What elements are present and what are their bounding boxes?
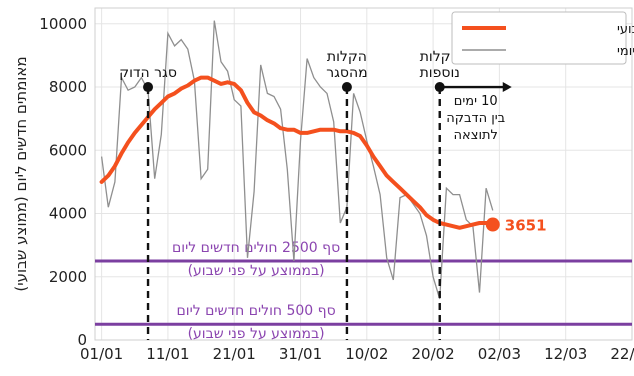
threshold-lines: סף 2500 חולים חדשים ליום (בממוצע על פני ש… bbox=[95, 240, 632, 342]
plot-frame bbox=[94, 7, 633, 341]
event-dot bbox=[341, 82, 352, 93]
event-arrow-note: לתוצאה bbox=[454, 128, 498, 143]
y-axis-label: מאומתים חדשים ליום (ממוצע שבועי) bbox=[12, 56, 30, 291]
legend: ממוצע שבועי ערך יומי bbox=[451, 11, 634, 65]
event-label: הקלות bbox=[420, 49, 460, 65]
weekly-series-line bbox=[99, 75, 495, 230]
event-arrow-note: בין הדבקה bbox=[446, 111, 505, 126]
legend-label-weekly: ממוצע שבועי bbox=[617, 22, 634, 37]
end-point-marker bbox=[485, 217, 500, 232]
y-tick-label: 4000 bbox=[49, 205, 87, 223]
x-tick-label: 21/01 bbox=[213, 345, 256, 363]
event-label: נוספות bbox=[420, 65, 460, 81]
event-label: הקלות bbox=[327, 49, 367, 65]
threshold-label: סף 500 חולים חדשים ליום bbox=[176, 303, 335, 319]
y-tick-label: 6000 bbox=[49, 141, 87, 159]
y-tick-label: 8000 bbox=[49, 78, 87, 96]
legend-label-daily: ערך יומי bbox=[617, 44, 634, 59]
threshold-label: סף 2500 חולים חדשים ליום bbox=[172, 240, 340, 256]
daily-series-line bbox=[100, 20, 494, 300]
x-tick-label: 02/03 bbox=[478, 345, 521, 363]
threshold-label: (בממוצע על פני שבוע) bbox=[188, 326, 325, 342]
event-arrow-note: 10 ימים bbox=[454, 94, 498, 109]
threshold-label: (בממוצע על פני שבוע) bbox=[188, 263, 325, 279]
grid bbox=[95, 8, 633, 341]
legend-box bbox=[451, 11, 627, 65]
x-tick-label: 31/01 bbox=[279, 345, 322, 363]
event-label: סגר הדוק bbox=[119, 65, 177, 81]
event-label: מהסגר bbox=[326, 65, 367, 81]
axis-ticks: 0 2000 4000 6000 8000 10000 01/01 11/01 21/01 31/… bbox=[39, 15, 634, 363]
event-dot bbox=[143, 82, 154, 93]
x-tick-label: 20/02 bbox=[411, 345, 454, 363]
end-value-label: 3651 bbox=[505, 217, 547, 235]
x-tick-label: 22/03 bbox=[610, 345, 634, 363]
x-tick-label: 11/01 bbox=[146, 345, 189, 363]
series-layer: 3651 bbox=[99, 20, 547, 300]
y-tick-label: 10000 bbox=[39, 15, 87, 33]
x-tick-label: 12/03 bbox=[544, 345, 587, 363]
x-tick-label: 01/01 bbox=[80, 345, 123, 363]
x-tick-label: 10/02 bbox=[345, 345, 388, 363]
y-tick-label: 2000 bbox=[49, 268, 87, 286]
y-tick-label: 0 bbox=[77, 331, 87, 349]
event-arrow-head bbox=[502, 82, 512, 93]
